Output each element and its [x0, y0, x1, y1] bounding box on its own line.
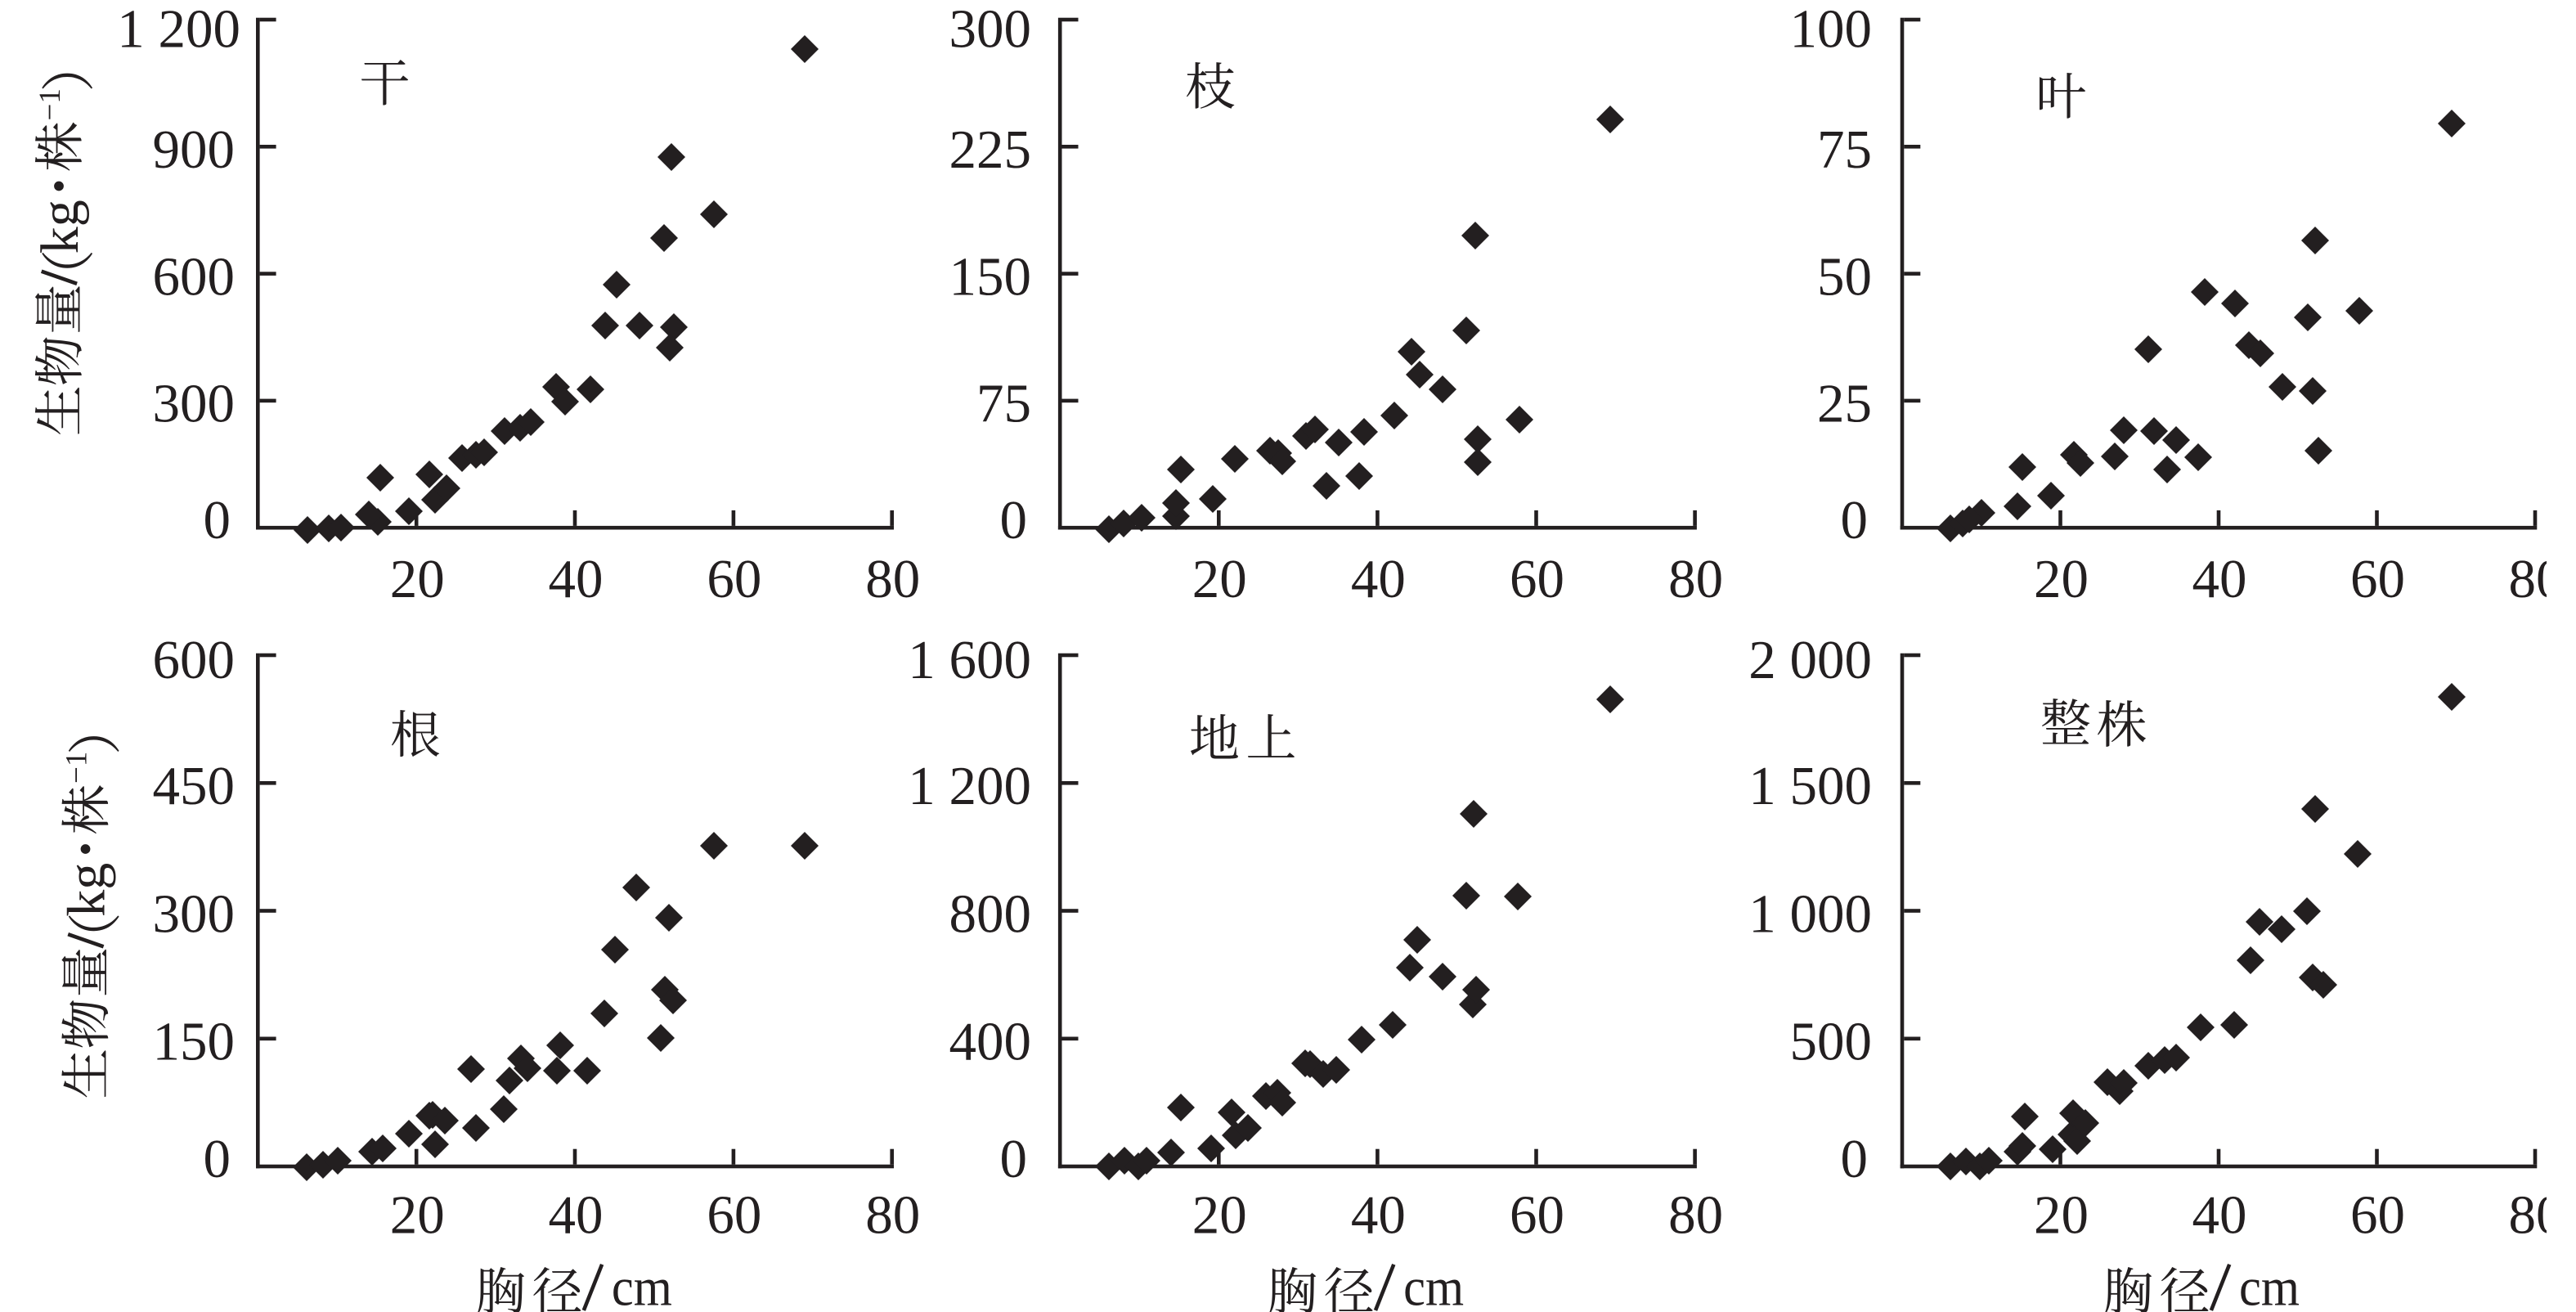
svg-text:cm: cm	[2239, 1257, 2300, 1312]
svg-text:40: 40	[549, 1184, 604, 1245]
svg-text:600: 600	[153, 246, 236, 307]
svg-text:900: 900	[153, 119, 236, 180]
svg-text:75: 75	[976, 374, 1031, 434]
svg-text:cm: cm	[1403, 1257, 1464, 1312]
svg-text:500: 500	[1790, 1012, 1873, 1072]
svg-text:25: 25	[1817, 374, 1872, 434]
svg-text:20: 20	[2034, 1184, 2089, 1245]
svg-text:1 600: 1 600	[908, 630, 1031, 690]
svg-text:600: 600	[153, 630, 236, 690]
svg-text:800: 800	[949, 883, 1032, 944]
svg-text:40: 40	[549, 549, 604, 609]
svg-text:60: 60	[2350, 549, 2405, 609]
svg-text:80: 80	[1668, 549, 1723, 609]
svg-text:80: 80	[865, 1184, 920, 1245]
svg-text:300: 300	[949, 0, 1032, 59]
svg-text:−1: −1	[61, 752, 94, 784]
svg-text:0: 0	[204, 1129, 231, 1189]
svg-text:0: 0	[1841, 490, 1869, 550]
svg-text:60: 60	[707, 549, 761, 609]
svg-text:40: 40	[2192, 549, 2247, 609]
svg-text:60: 60	[1510, 549, 1564, 609]
svg-text:40: 40	[2192, 1184, 2247, 1245]
svg-text:20: 20	[390, 549, 445, 609]
svg-text:400: 400	[949, 1012, 1032, 1072]
svg-text:cm: cm	[612, 1257, 672, 1312]
svg-text:0: 0	[1000, 490, 1028, 550]
svg-text:225: 225	[949, 119, 1032, 180]
svg-text:40: 40	[1351, 1184, 1406, 1245]
svg-text:0: 0	[204, 490, 231, 550]
svg-text:1 200: 1 200	[908, 756, 1031, 816]
svg-text:60: 60	[1510, 1184, 1564, 1245]
svg-text:60: 60	[2350, 1184, 2405, 1245]
svg-text:60: 60	[707, 1184, 761, 1245]
svg-text:−1: −1	[34, 88, 67, 120]
svg-text:0: 0	[1000, 1129, 1028, 1189]
svg-text:kg: kg	[30, 200, 90, 254]
svg-text:40: 40	[1351, 549, 1406, 609]
svg-text:2 000: 2 000	[1748, 630, 1872, 690]
svg-text:150: 150	[949, 246, 1032, 307]
svg-text:300: 300	[153, 374, 236, 434]
svg-text:20: 20	[1192, 549, 1247, 609]
svg-text:300: 300	[153, 883, 236, 944]
svg-text:150: 150	[153, 1012, 236, 1072]
svg-text:1 200: 1 200	[117, 0, 240, 59]
svg-text:75: 75	[1817, 119, 1872, 180]
svg-text:450: 450	[153, 756, 236, 816]
svg-text:1 500: 1 500	[1748, 756, 1872, 816]
svg-text:1 000: 1 000	[1748, 883, 1872, 944]
svg-text:100: 100	[1790, 0, 1873, 59]
svg-text:50: 50	[1817, 246, 1872, 307]
svg-text:20: 20	[1192, 1184, 1247, 1245]
svg-text:80: 80	[1668, 1184, 1723, 1245]
svg-text:20: 20	[390, 1184, 445, 1245]
svg-text:0: 0	[1841, 1129, 1869, 1189]
svg-text:80: 80	[865, 549, 920, 609]
svg-text:kg: kg	[57, 863, 117, 917]
svg-text:20: 20	[2034, 549, 2089, 609]
